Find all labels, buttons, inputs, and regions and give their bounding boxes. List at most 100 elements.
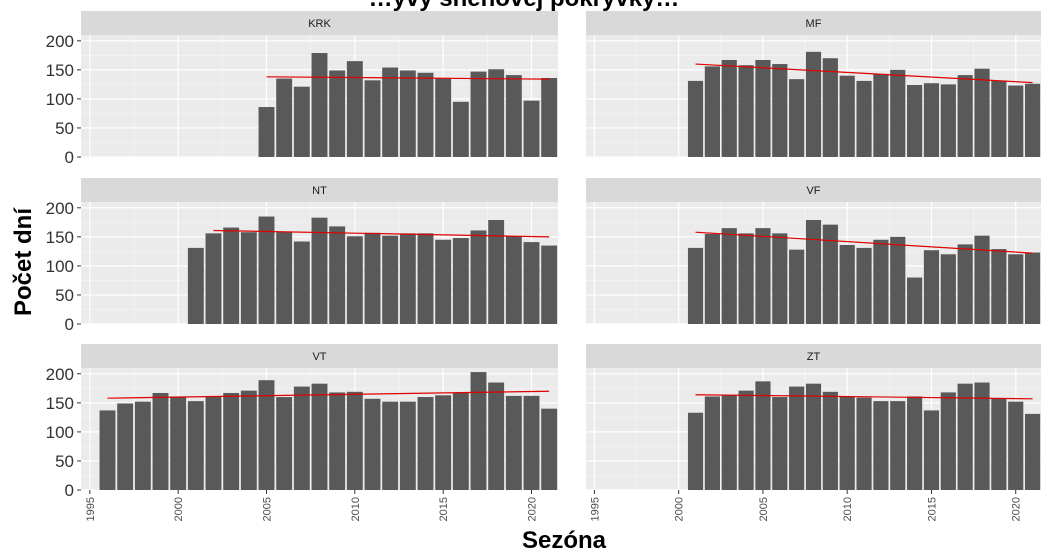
x-tick-label: 2015 <box>438 497 450 521</box>
bar-mf-2002 <box>704 66 720 157</box>
y-tick-label: 50 <box>55 286 74 305</box>
y-tick-label: 150 <box>46 228 74 247</box>
x-tick-label: 2010 <box>350 497 362 521</box>
y-tick-label: 50 <box>55 452 74 471</box>
bar-nt-2005 <box>258 216 275 324</box>
bar-krk-2006 <box>276 78 293 157</box>
bar-zt-2013 <box>890 401 906 490</box>
facet-strip-label: ZT <box>807 351 821 363</box>
bar-krk-2012 <box>382 67 399 157</box>
y-tick-label: 0 <box>65 148 74 167</box>
panel-zt: ZT 1995 2000 2005 2010 2015 2020 <box>586 344 1041 521</box>
bar-vt-2011 <box>364 398 381 490</box>
bar-vt-2014 <box>417 397 434 490</box>
bar-vt-1999 <box>152 392 169 490</box>
bar-vf-2001 <box>687 247 704 324</box>
bar-nt-2012 <box>382 235 399 324</box>
bar-zt-2012 <box>873 401 889 490</box>
bar-vf-2004 <box>738 233 754 324</box>
bar-zt-2019 <box>991 398 1007 490</box>
bar-nt-2006 <box>276 232 293 324</box>
bar-mf-2014 <box>907 84 923 157</box>
bar-vt-2016 <box>452 392 469 490</box>
bar-vf-2016 <box>940 254 956 324</box>
x-tick-label: 2010 <box>842 497 854 521</box>
bar-vf-2007 <box>789 249 805 324</box>
bar-mf-2020 <box>1008 85 1024 157</box>
bar-krk-2011 <box>364 80 381 157</box>
bar-vf-2017 <box>957 244 973 324</box>
facet-strip <box>586 178 1041 202</box>
bar-vt-2009 <box>329 392 346 490</box>
y-tick-label: 200 <box>46 32 74 51</box>
bar-krk-2013 <box>399 70 416 157</box>
x-tick-label: 2020 <box>1011 497 1023 521</box>
bar-nt-2018 <box>488 220 505 324</box>
bar-vf-2019 <box>991 249 1007 324</box>
y-tick-label: 0 <box>65 315 74 334</box>
bar-vt-2017 <box>470 372 487 490</box>
bar-vf-2008 <box>805 220 822 324</box>
bar-vf-2009 <box>822 224 838 324</box>
bar-zt-2003 <box>721 394 737 490</box>
bar-vt-2018 <box>488 382 505 490</box>
bar-mf-2009 <box>822 58 838 157</box>
trend-line <box>213 229 550 238</box>
bar-vt-2002 <box>205 397 222 490</box>
bar-nt-2015 <box>435 239 452 324</box>
facet-strip-label: MF <box>806 18 822 30</box>
bar-vt-2008 <box>311 383 328 490</box>
bar-vt-2010 <box>346 391 363 490</box>
bar-zt-2018 <box>974 382 990 490</box>
bar-krk-2014 <box>417 72 434 157</box>
bar-vf-2006 <box>772 233 788 324</box>
facet-strip <box>81 11 558 35</box>
bar-zt-2002 <box>704 396 720 490</box>
bar-zt-2011 <box>856 397 872 490</box>
bar-mf-2012 <box>873 73 889 157</box>
y-tick-label: 100 <box>46 90 74 109</box>
bar-mf-2008 <box>805 51 822 157</box>
bar-zt-2010 <box>839 396 855 490</box>
bar-krk-2017 <box>470 71 487 157</box>
trend-line <box>695 394 1033 400</box>
bar-mf-2015 <box>923 83 940 157</box>
bar-vt-2007 <box>293 386 310 490</box>
trend-line <box>107 390 550 399</box>
bar-mf-2003 <box>721 59 737 157</box>
bar-mf-2007 <box>789 79 805 157</box>
facet-strip-label: KRK <box>308 18 331 30</box>
bar-vf-2014 <box>907 277 923 324</box>
y-tick-label: 50 <box>55 119 74 138</box>
x-tick-label: 2015 <box>926 497 938 521</box>
bar-zt-2021 <box>1024 413 1041 490</box>
bar-vf-2012 <box>873 239 889 324</box>
facet-strip-label: VF <box>806 185 820 197</box>
facet-strip <box>586 344 1041 368</box>
bar-mf-2005 <box>755 59 771 157</box>
bar-vt-2000 <box>170 396 187 490</box>
bar-krk-2010 <box>346 61 363 158</box>
bar-vt-2015 <box>435 395 452 490</box>
bar-zt-2017 <box>957 383 973 490</box>
bar-mf-2004 <box>738 65 754 157</box>
chart-title: …yvy snehovej pokrývky… <box>369 0 680 12</box>
bar-mf-2017 <box>957 75 973 157</box>
bar-vf-2015 <box>923 250 940 324</box>
x-tick-label: 2005 <box>758 497 770 521</box>
bar-vt-2020 <box>523 395 540 490</box>
bar-vt-2019 <box>505 395 522 490</box>
bar-vf-2013 <box>890 236 906 324</box>
bar-vt-2003 <box>223 392 240 490</box>
bar-vt-2021 <box>541 408 558 490</box>
bar-vf-2002 <box>704 233 720 324</box>
bar-zt-2009 <box>822 391 838 490</box>
facet-strip-label: NT <box>312 185 327 197</box>
bar-krk-2019 <box>505 75 522 157</box>
bar-krk-2005 <box>258 107 275 157</box>
panel-mf: MF <box>586 11 1041 158</box>
bar-vt-2001 <box>187 401 204 490</box>
bar-krk-2018 <box>488 69 505 157</box>
x-tick-label: 2020 <box>527 497 539 521</box>
